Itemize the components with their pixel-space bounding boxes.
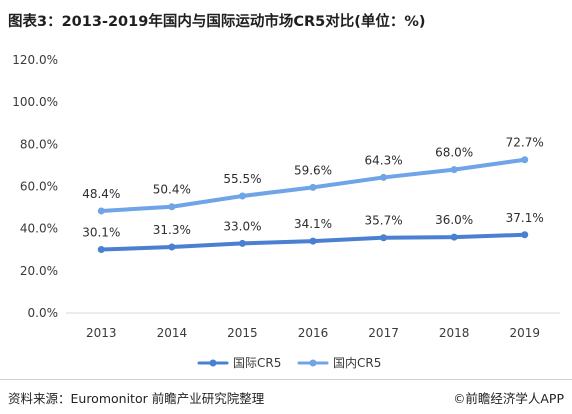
data-label: 34.1% <box>294 217 332 231</box>
data-point <box>309 183 317 191</box>
data-label: 72.7% <box>506 136 544 150</box>
data-label: 50.4% <box>153 183 191 197</box>
legend-label: 国内CR5 <box>333 356 381 370</box>
data-label: 64.3% <box>365 153 403 167</box>
data-label: 37.1% <box>506 211 544 225</box>
credit: ©前瞻经济学人APP <box>453 388 564 407</box>
x-tick-label: 2013 <box>86 326 117 340</box>
x-tick-label: 2019 <box>509 326 540 340</box>
x-tick-label: 2017 <box>368 326 399 340</box>
data-label: 35.7% <box>365 214 403 228</box>
y-axis: 0.0% 20.0% 40.0% 60.0% 80.0% 100.0% 120.0% <box>12 53 58 320</box>
data-label: 36.0% <box>435 213 473 227</box>
data-point <box>238 239 246 247</box>
y-tick-label: 120.0% <box>12 53 58 67</box>
x-tick-label: 2014 <box>157 326 188 340</box>
data-point <box>309 237 317 245</box>
credit-label: 前瞻经济学人APP <box>465 391 564 406</box>
data-point <box>238 192 246 200</box>
data-label: 30.1% <box>82 226 120 240</box>
source-note: 资料来源：Euromonitor 前瞻产业研究院整理 <box>8 391 265 406</box>
y-tick-label: 20.0% <box>20 264 58 278</box>
y-tick-label: 100.0% <box>12 95 58 109</box>
data-point <box>450 166 458 174</box>
y-tick-label: 60.0% <box>20 180 58 194</box>
chart-title: 图表3：2013-2019年国内与国际运动市场CR5对比(单位：%) <box>8 14 426 30</box>
y-tick-label: 80.0% <box>20 137 58 151</box>
data-point <box>97 246 105 254</box>
data-label: 68.0% <box>435 146 473 160</box>
data-point <box>521 156 529 164</box>
data-point <box>380 173 388 181</box>
data-point <box>380 234 388 242</box>
data-point <box>168 203 176 211</box>
data-point <box>521 231 529 239</box>
data-label: 33.0% <box>223 219 261 233</box>
data-point <box>168 243 176 251</box>
legend-swatch-marker <box>209 359 217 367</box>
data-label: 48.4% <box>82 187 120 201</box>
y-tick-label: 40.0% <box>20 222 58 236</box>
legend-swatch-marker <box>309 359 317 367</box>
x-axis: 2013 2014 2015 2016 2017 2018 2019 <box>66 312 560 340</box>
x-tick-label: 2016 <box>298 326 329 340</box>
x-tick-label: 2015 <box>227 326 258 340</box>
data-point <box>450 233 458 241</box>
legend: 国际CR5 国内CR5 <box>197 356 381 370</box>
x-tick-label: 2018 <box>439 326 470 340</box>
copyright-icon: © <box>453 392 466 406</box>
line-chart: 0.0% 20.0% 40.0% 60.0% 80.0% 100.0% 120.0% 201… <box>12 53 560 370</box>
legend-label: 国际CR5 <box>233 356 281 370</box>
data-label: 31.3% <box>153 223 191 237</box>
y-tick-label: 0.0% <box>28 306 59 320</box>
data-point <box>97 207 105 215</box>
series-layer: 30.1% 31.3% 33.0% 34.1% 35.7% 36.0% 37.1% 48.4%… <box>82 136 544 254</box>
data-label: 59.6% <box>294 163 332 177</box>
footer: 资料来源：Euromonitor 前瞻产业研究院整理 ©前瞻经济学人APP <box>0 379 572 414</box>
data-label: 55.5% <box>223 172 261 186</box>
